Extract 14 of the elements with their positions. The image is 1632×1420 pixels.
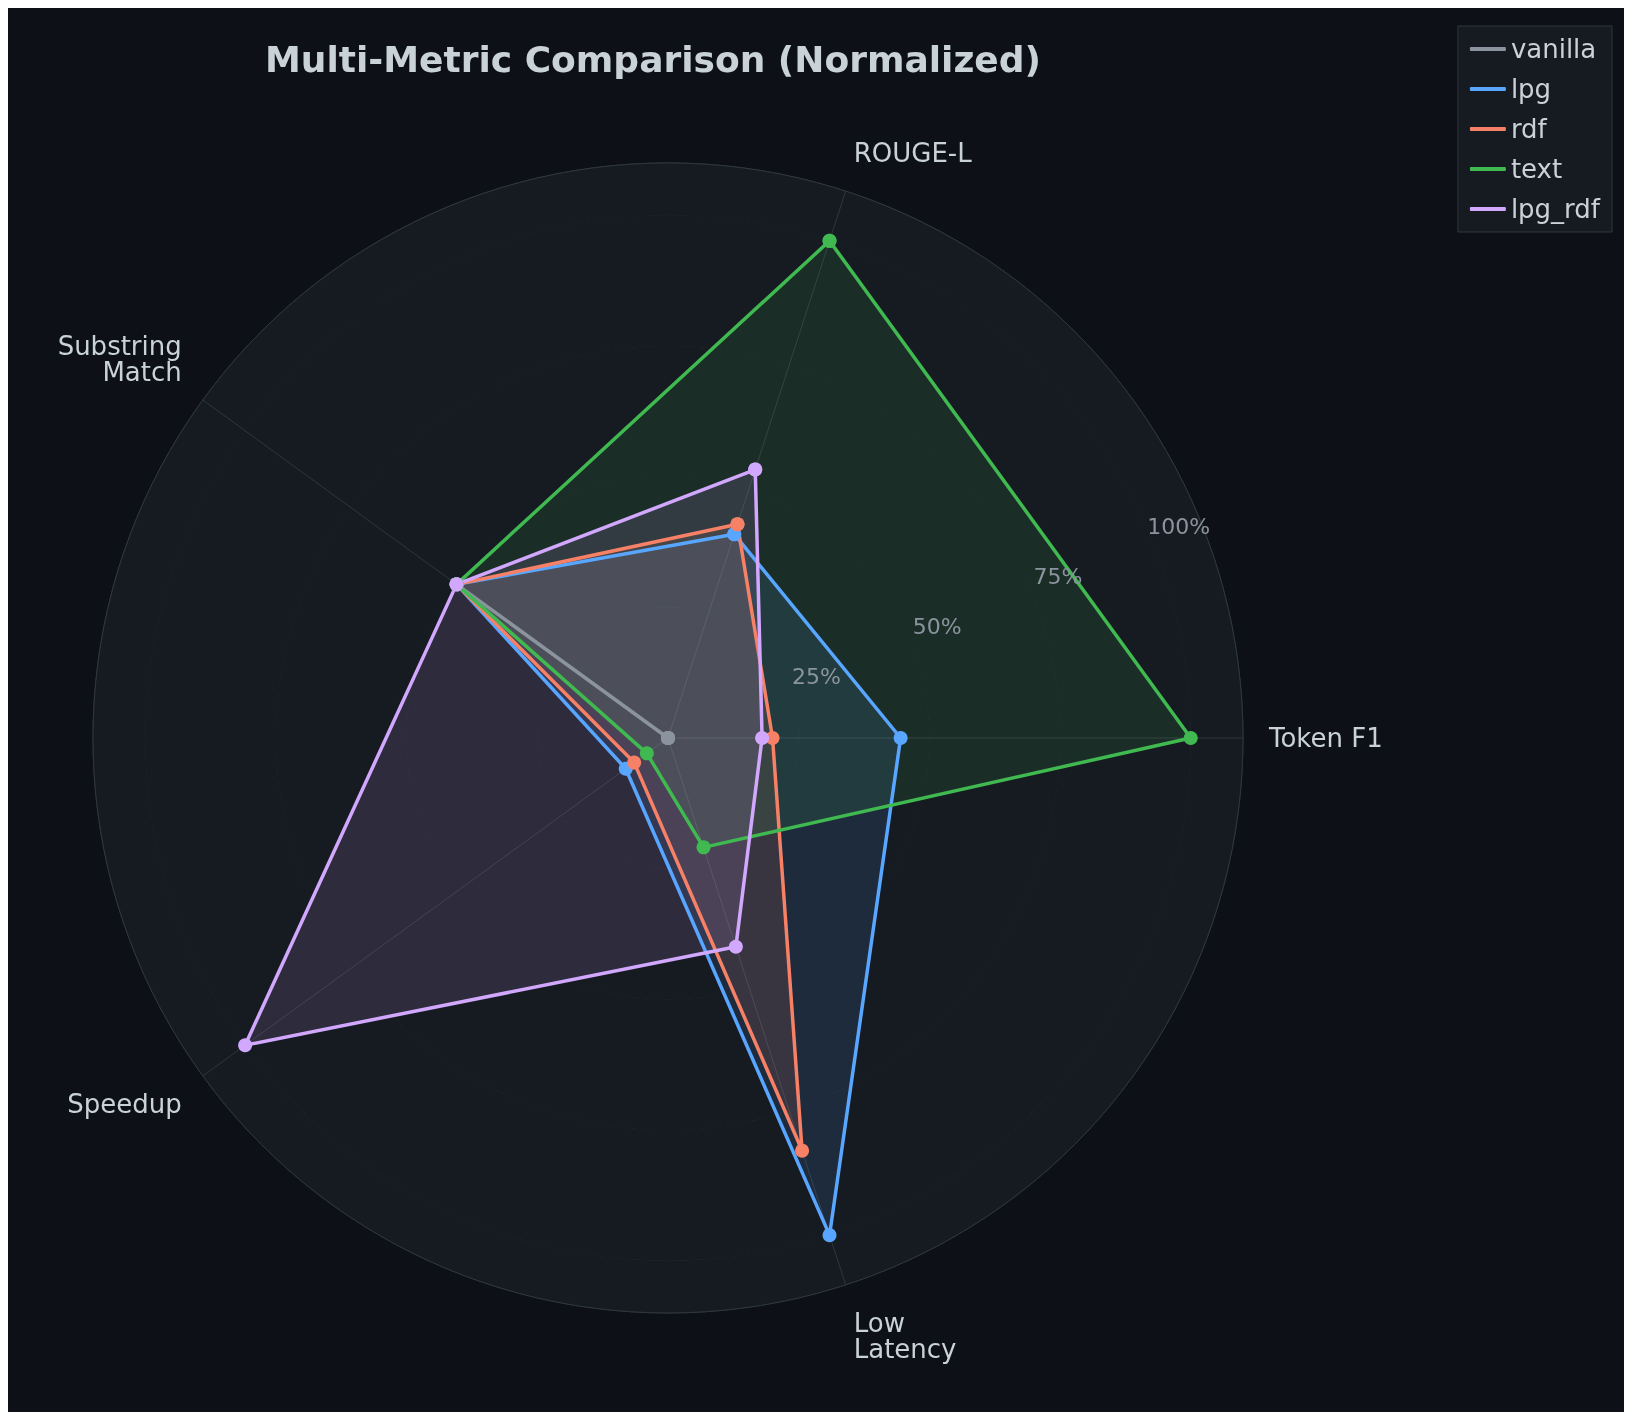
y-tick-label: 100% (1147, 513, 1211, 539)
legend-label: lpg (1510, 74, 1552, 104)
y-tick-label: 50% (912, 614, 962, 639)
spoke-label: Token F1 (1268, 723, 1383, 753)
spoke-label: Speedup (67, 1089, 182, 1120)
spoke-label: ROUGE-L (853, 138, 973, 169)
legend-label: lpg_rdf (1510, 194, 1601, 224)
spoke-label: Substring Match (57, 330, 182, 387)
y-tick-label: 25% (792, 664, 841, 690)
legend-label: vanilla (1510, 34, 1597, 64)
chart-title: Multi-Metric Comparison (Normalized) (265, 38, 1041, 80)
legend-label: rdf (1510, 114, 1548, 144)
spoke-label: Low Latency (853, 1307, 957, 1364)
legend-label: text (1510, 154, 1563, 184)
